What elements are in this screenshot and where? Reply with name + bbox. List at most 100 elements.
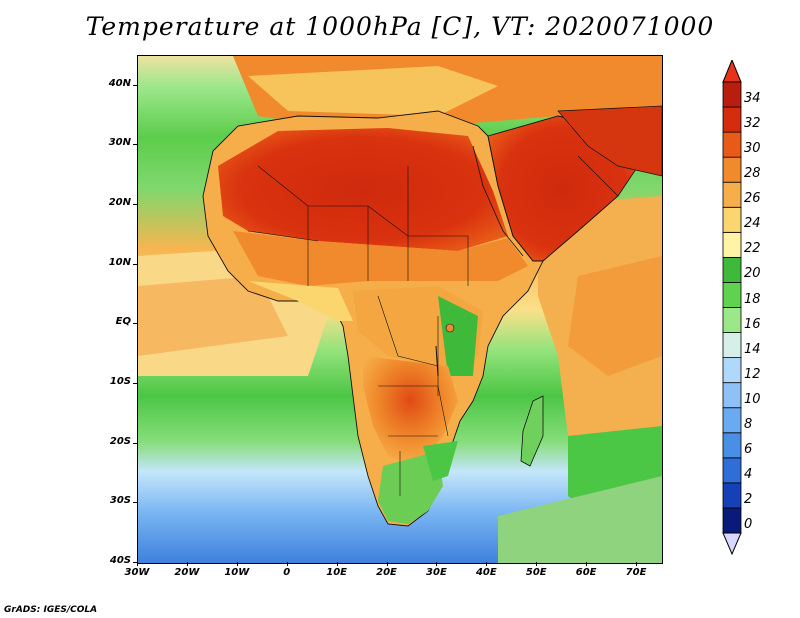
lon-label: 10E	[326, 567, 347, 578]
colorbar-over-triangle	[722, 60, 742, 83]
lat-label: 10N	[108, 256, 131, 268]
lake-victoria	[445, 323, 455, 333]
lon-tick	[636, 562, 638, 566]
south-africa-green	[378, 451, 443, 524]
colorbar-box	[722, 507, 742, 534]
colorbar-box	[722, 181, 742, 208]
lon-tick	[137, 562, 138, 566]
country-borders	[247, 155, 619, 496]
lat-label: 10S	[109, 376, 131, 388]
colorbar-label: 32	[744, 116, 761, 132]
lon-label: 60E	[575, 567, 597, 578]
colorbar-label: 34	[744, 91, 761, 107]
lon-label: 20W	[174, 567, 200, 578]
colorbar-box	[722, 332, 742, 359]
lat-tick	[133, 442, 137, 444]
colorbar	[722, 60, 742, 555]
lat-label: 40S	[109, 555, 131, 566]
south-indian-ocean	[498, 476, 662, 563]
lon-label: 10W	[224, 567, 250, 578]
lon-tick	[236, 562, 238, 566]
lon-label: 40E	[475, 567, 497, 578]
colorbar-box	[722, 81, 742, 108]
lon-tick	[386, 562, 388, 566]
colorbar-label: 14	[744, 341, 761, 357]
colorbar-label: 8	[744, 416, 753, 432]
lat-label: 20N	[108, 197, 131, 209]
colorbar-box	[722, 131, 742, 158]
colorbar-box	[722, 282, 742, 308]
credit-text: GrADS: IGES/COLA	[4, 605, 98, 615]
colorbar-label: 18	[744, 291, 761, 307]
lat-tick	[133, 144, 137, 146]
lat-tick	[133, 323, 137, 325]
colorbar-box	[722, 407, 742, 434]
colorbar-label: 10	[744, 391, 761, 407]
lon-label: 50E	[525, 567, 547, 578]
southern-africa-hot	[363, 356, 458, 466]
lat-label: 30S	[109, 495, 131, 507]
colorbar-box	[722, 256, 742, 283]
colorbar-box	[722, 231, 742, 258]
lat-label: 20S	[109, 435, 131, 447]
lon-label: 30W	[124, 567, 150, 578]
colorbar-label: 30	[744, 141, 761, 157]
lat-tick	[133, 204, 137, 206]
colorbar-box	[722, 382, 742, 409]
guinea-coast	[248, 281, 353, 321]
sahara-hot	[218, 128, 508, 251]
lat-tick	[133, 84, 137, 86]
colorbar-label: 12	[744, 366, 761, 382]
colorbar-label: 16	[744, 316, 761, 332]
lat-label: 30N	[108, 137, 131, 149]
lat-tick	[133, 562, 137, 563]
mozambique-green	[423, 441, 458, 481]
red-sea-coast	[472, 145, 524, 257]
colorbar-label: 28	[744, 166, 761, 182]
lat-tick	[133, 502, 137, 504]
colorbar-label: 24	[744, 216, 761, 232]
atlantic-warm	[138, 276, 288, 356]
colorbar-box	[722, 156, 742, 183]
chart-title: Temperature at 1000hPa [C], VT: 20200710…	[85, 12, 715, 41]
iran-land	[557, 105, 662, 177]
temperature-field-svg	[138, 56, 662, 563]
colorbar-label: 22	[744, 241, 761, 257]
lon-tick	[586, 562, 588, 566]
colorbar-label: 26	[744, 191, 761, 207]
colorbar-label: 0	[744, 517, 753, 532]
lon-tick	[486, 562, 488, 566]
colorbar-label: 6	[744, 441, 753, 457]
lat-label: EQ	[115, 316, 131, 328]
colorbar-box	[722, 206, 742, 233]
lon-label: 20E	[376, 567, 397, 578]
lon-tick	[436, 562, 438, 566]
lake-tanganyika	[435, 345, 439, 377]
lat-tick	[133, 383, 137, 385]
colorbar-box	[722, 457, 742, 484]
temperature-map	[137, 55, 663, 564]
colorbar-box	[722, 357, 742, 384]
sahel-band	[233, 231, 528, 286]
lon-label: 0	[283, 567, 291, 578]
colorbar-label: 2	[744, 491, 753, 507]
lon-tick	[336, 562, 338, 566]
colorbar-box	[722, 106, 742, 133]
lon-label: 30E	[426, 567, 447, 578]
lon-tick	[186, 562, 188, 566]
lon-tick	[536, 562, 538, 566]
east-africa-highlands	[438, 296, 478, 376]
indian-ocean-warmer	[568, 256, 662, 376]
colorbar-box	[722, 482, 742, 509]
colorbar-box	[722, 432, 742, 459]
colorbar-under-triangle	[722, 532, 742, 555]
lat-tick	[133, 263, 137, 265]
colorbar-label: 4	[744, 466, 753, 482]
mediterranean-band	[248, 66, 498, 116]
colorbar-label: 20	[744, 266, 761, 282]
madagascar-land	[520, 395, 544, 467]
lon-tick	[286, 562, 288, 566]
lon-label: 70E	[625, 567, 647, 578]
lat-label: 40N	[108, 77, 131, 89]
colorbar-box	[722, 307, 742, 333]
